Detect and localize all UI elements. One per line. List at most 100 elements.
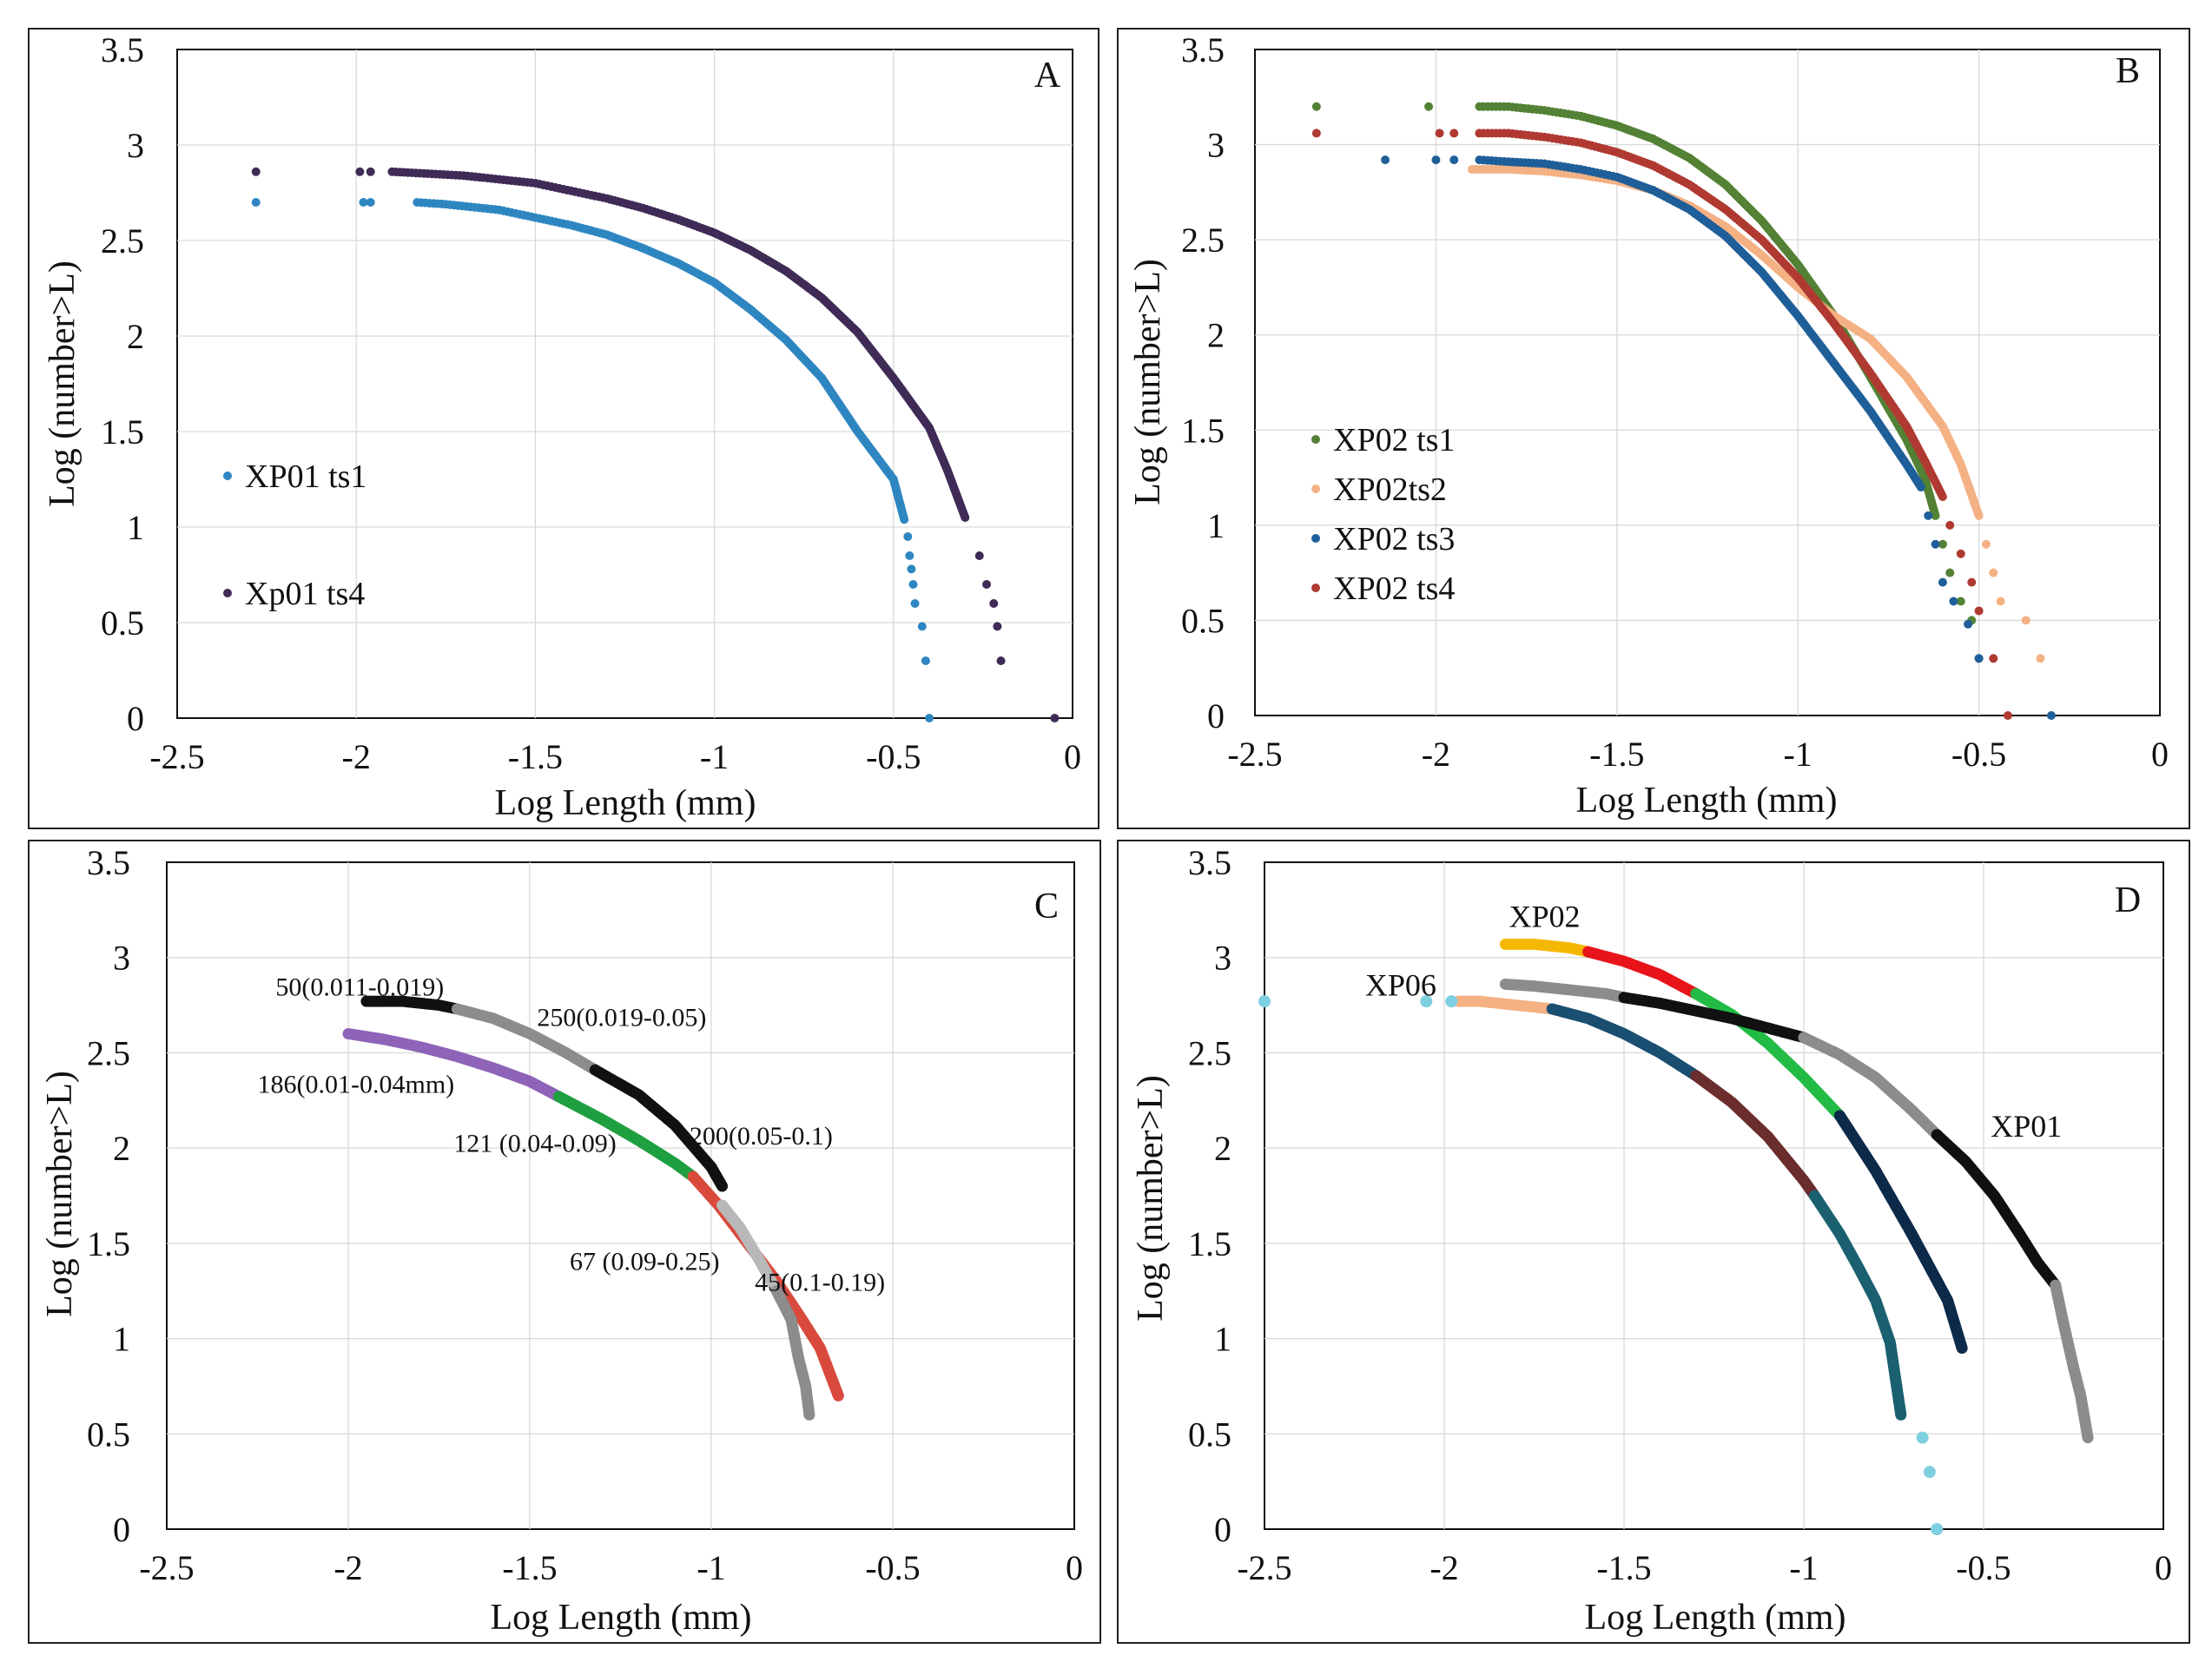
panel-a-label: A: [1034, 56, 1061, 96]
panel-a-x-tick-label: 0: [1064, 737, 1081, 776]
data-point-xp02-ts3: [1916, 483, 1925, 492]
panel-b-gridlines: [1255, 49, 2160, 716]
panel-b-x-tick-label: -2.5: [1227, 735, 1282, 774]
data-point-xp01-ts1: [903, 532, 913, 541]
panel-c-x-tick-label: 0: [1066, 1548, 1083, 1587]
data-point-xp02-ts1: [1945, 568, 1955, 577]
data-point-xp02ts2: [1989, 568, 1998, 577]
panel-a-legend-label-ts1: XP01 ts1: [245, 458, 366, 495]
panel-b-x-tick-label: -0.5: [1951, 735, 2006, 774]
panel-b-x-ticks: -2.5 -2 -1.5 -1 -0.5 0: [1227, 735, 2169, 774]
panel-d-series-label: XP02: [1509, 900, 1581, 934]
data-point-xp02ts2: [1996, 597, 2005, 606]
panel-c-y-tick-label: 3.5: [87, 843, 130, 882]
panel-d-label: D: [2115, 880, 2141, 920]
panel-d-plot-area: [1264, 861, 2164, 1530]
panel-b-x-tick-label: 0: [2151, 735, 2169, 774]
panel-c-label: C: [1034, 887, 1059, 927]
panel-b-frame: [1117, 28, 2190, 829]
panel-c-x-tick-label: -2.5: [139, 1548, 194, 1587]
panel-c-y-tick-label: 1.5: [87, 1224, 130, 1263]
panel-c-frame: [28, 840, 1101, 1644]
panel-d-y-axis-title: Log (number>L): [1131, 1075, 1171, 1322]
panel-b-legend-marker-ts2: [1311, 485, 1320, 493]
data-point-xp01-ts4: [974, 551, 984, 560]
data-point-xp02-ts4: [1956, 549, 1965, 558]
panel-b-label: B: [2116, 51, 2140, 91]
panel-c-y-axis-title: Log (number>L): [40, 1071, 80, 1317]
panel-a-y-tick-label: 2.5: [101, 221, 144, 261]
panel-d-x-tick-label: 0: [2155, 1548, 2172, 1587]
panel-a: -2.5 -2 -1.5 -1 -0.5 0 0 0.5 1 1.5 2 2.5 3 3.5 A Log…: [28, 28, 1099, 829]
data-point-xp01-ts1: [905, 551, 915, 560]
panel-c-y-tick-label: 2.5: [87, 1033, 130, 1072]
data-point-xp02-ts1: [1311, 102, 1321, 111]
panel-a-y-ticks: 0 0.5 1 1.5 2 2.5 3 3.5: [101, 30, 144, 738]
panel-c-plot-area: [166, 861, 1075, 1530]
panel-b-y-tick-label: 0: [1207, 696, 1225, 735]
panel-c: -2.5 -2 -1.5 -1 -0.5 0 0 0.5 1 1.5 2 2.5 3 3.5 50(0.…: [28, 840, 1101, 1644]
panel-b-legend-label-ts3: XP02 ts3: [1333, 521, 1455, 557]
panel-a-y-tick-label: 0: [127, 699, 144, 738]
panel-d: -2.5 -2 -1.5 -1 -0.5 0 00.511.522.533.5 XP02X…: [1117, 840, 2190, 1644]
panel-c-y-tick-label: 2: [113, 1129, 130, 1168]
panel-a-frame: [28, 28, 1099, 829]
panel-a-series: [251, 167, 1060, 722]
panel-b-legend-marker-ts1: [1311, 435, 1320, 444]
data-point-xp02-ts3: [1381, 155, 1390, 165]
panel-d-x-axis-title: Log Length (mm): [1585, 1598, 1846, 1638]
panel-c-annotation-label: 200(0.05-0.1): [690, 1122, 833, 1151]
panel-b-y-axis-title: Log (number>L): [1128, 259, 1168, 505]
data-point-xp01-ts1: [925, 714, 934, 722]
panel-d-series-labels: XP02 XP06 XP01: [1365, 900, 2062, 1144]
panel-d-y-tick-label: 3.5: [1188, 843, 1231, 882]
panel-a-y-tick-label: 3: [127, 126, 144, 165]
panel-d-segment-12-point: [1895, 1408, 1907, 1421]
data-point-xp01-ts4: [993, 622, 1002, 631]
panel-b-x-axis-title: Log Length (mm): [1576, 781, 1838, 821]
panel-d-series-label: XP01: [1991, 1109, 2062, 1144]
panel-a-x-axis-title: Log Length (mm): [495, 783, 756, 823]
panel-b-y-tick-label: 2: [1207, 316, 1225, 355]
data-point-xp02-ts4: [1974, 606, 1984, 616]
panel-a-x-tick-label: -0.5: [866, 737, 921, 776]
panel-c-x-tick-label: -1.5: [502, 1548, 557, 1587]
panel-c-y-tick-label: 3: [113, 939, 130, 978]
panel-d-y-ticks: 0 0.5 1 1.5 2 2.5 3 3.5: [1188, 843, 1231, 1549]
panel-c-segment-5-point: [832, 1389, 844, 1401]
panel-d-x-tick-label: -1.5: [1596, 1548, 1651, 1587]
data-point-xp02-ts3: [1938, 577, 1947, 587]
data-point-xp02-ts1: [1931, 511, 1940, 520]
data-point-xp02-ts4: [1449, 129, 1459, 138]
panel-a-legend: XP01 ts1 Xp01 ts4: [223, 458, 366, 612]
data-point-xp01-ts1: [908, 580, 918, 589]
panel-d-segment-3-point: [1956, 1342, 1968, 1355]
panel-b-legend-label-ts1: XP02 ts1: [1333, 422, 1455, 458]
panel-c-y-tick-label: 0.5: [87, 1415, 130, 1454]
panel-c-gridlines: [167, 862, 1074, 1529]
panel-c-segment-7-point: [803, 1408, 815, 1421]
data-point-xp02-ts1: [1576, 111, 1586, 121]
panel-a-y-tick-label: 3.5: [101, 30, 144, 69]
data-point-xp01-ts1: [900, 515, 909, 524]
data-point-xp01-ts4: [1050, 714, 1060, 722]
panel-a-x-tick-label: -2: [342, 737, 371, 776]
data-point-xp02-ts4: [1967, 577, 1977, 587]
panel-d-y-tick-label: 3: [1214, 939, 1231, 978]
panel-a-y-tick-label: 1: [127, 508, 144, 547]
panel-a-gridlines: [177, 49, 1073, 718]
panel-b-x-tick-label: -1: [1784, 735, 1813, 774]
panel-d-frame: [1117, 840, 2190, 1644]
panel-a-y-tick-label: 1.5: [101, 412, 144, 452]
panel-c-series: [342, 995, 844, 1421]
data-point-xp02ts2: [2036, 654, 2045, 663]
panel-b-y-tick-label: 0.5: [1181, 601, 1225, 640]
panel-d-outlier-point: [1923, 1466, 1936, 1479]
panel-c-x-tick-label: -1: [697, 1548, 725, 1587]
data-point-xp02-ts3: [2046, 711, 2056, 720]
panel-d-x-tick-label: -1: [1789, 1548, 1818, 1587]
panel-a-legend-marker-ts1: [223, 472, 232, 480]
panel-d-x-tick-label: -0.5: [1956, 1548, 2011, 1587]
data-point-xp02-ts3: [1931, 539, 1940, 549]
